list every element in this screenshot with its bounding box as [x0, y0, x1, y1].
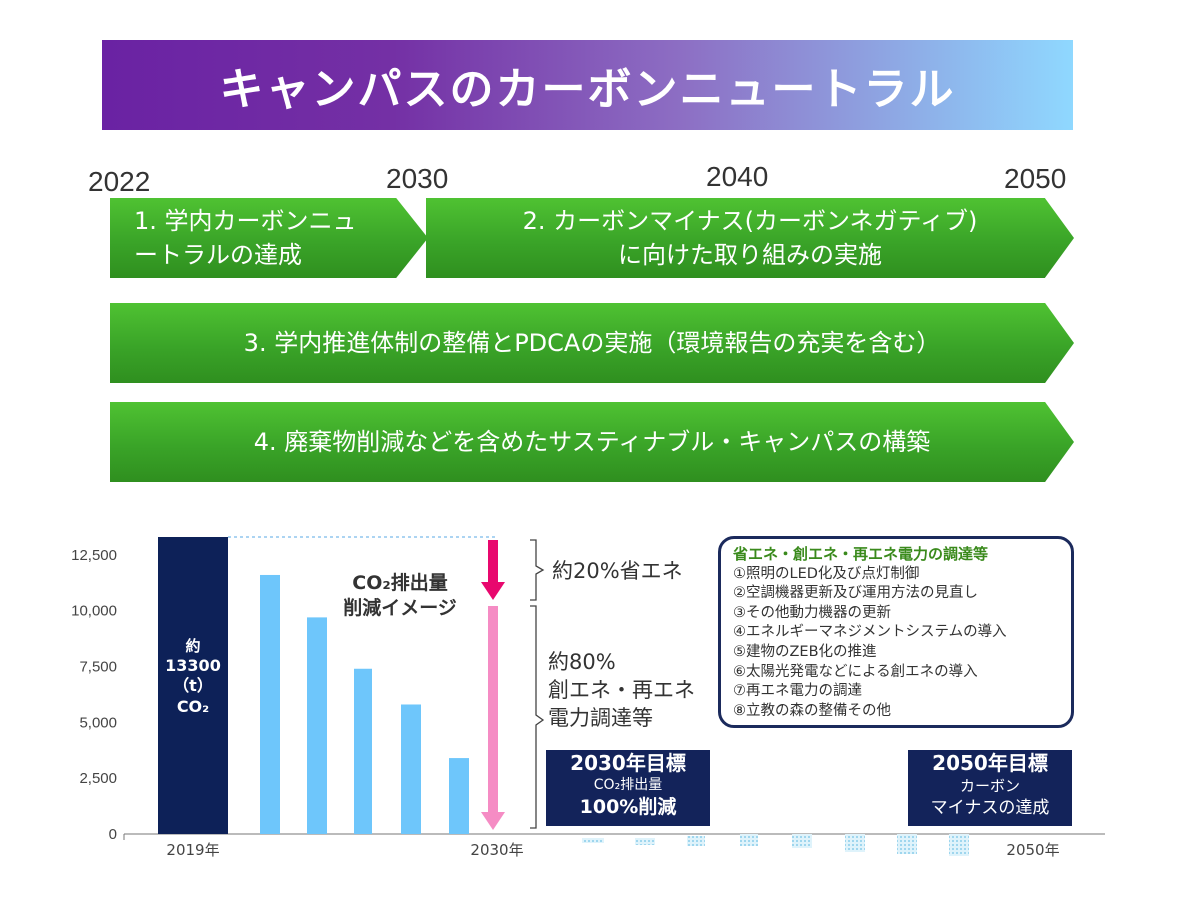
target-2050-box: 2050年目標 カーボン マイナスの達成 — [908, 750, 1072, 826]
baseline-bar-label: 13300 — [165, 656, 221, 675]
measure-item: ⑥太陽光発電などによる創エネの導入 — [733, 663, 978, 680]
chart-annotation: CO₂排出量 — [352, 571, 447, 594]
y-tick-label: 0 — [109, 826, 117, 843]
baseline-bar — [158, 537, 228, 834]
measure-item: ④エネルギーマネジメントシステムの導入 — [733, 624, 1007, 641]
baseline-bar-label: CO₂ — [177, 697, 209, 716]
arrow-4-line-1: 4. 廃棄物削減などを含めたサスティナブル・キャンパスの構築 — [253, 428, 931, 456]
target-2030-line-3: 100%削減 — [579, 796, 677, 818]
projection-bar — [449, 758, 469, 834]
future-projection-mark — [845, 834, 865, 852]
y-tick-label: 10,000 — [71, 603, 117, 620]
future-projection-mark — [897, 834, 917, 854]
chart-annotation: 削減イメージ — [343, 596, 457, 619]
future-projection-mark — [792, 834, 812, 848]
arrow-1-line-2: ートラルの達成 — [134, 241, 302, 269]
arrow-2-line-2: に向けた取り組みの実施 — [617, 241, 882, 269]
projection-bar — [354, 668, 372, 834]
reduction-label-2-line-1: 約80% — [548, 650, 616, 674]
timeline-arrow-2: 2. カーボンマイナス(カーボンネガティブ) に向けた取り組みの実施 — [426, 198, 1074, 278]
future-projection-mark — [635, 838, 655, 845]
x-label-2019: 2019年 — [166, 841, 219, 859]
y-tick-label: 7,500 — [79, 659, 117, 676]
target-2030-box: 2030年目標 CO₂排出量 100%削減 — [546, 750, 710, 826]
arrow-1-line-1: 1. 学内カーボンニュ — [134, 207, 357, 235]
target-2050-title: 2050年目標 — [932, 751, 1048, 775]
title-banner: キャンパスのカーボンニュートラル — [102, 40, 1073, 130]
target-2050-line-3: マイナスの達成 — [930, 798, 1050, 818]
measure-item: ②空調機器更新及び運用方法の見直し — [733, 585, 978, 602]
projection-bar — [260, 574, 280, 834]
x-label-2030: 2030年 — [470, 841, 523, 859]
reduction-label-2: 約80% 創エネ・再エネ 電力調達等 — [548, 648, 695, 732]
arrow-3-line-1: 3. 学内推進体制の整備とPDCAの実施（環境報告の充実を含む） — [243, 329, 941, 357]
year-2050: 2050 — [1004, 163, 1067, 194]
timeline-arrow-1: 1. 学内カーボンニュ ートラルの達成 — [110, 198, 428, 278]
y-tick-label: 2,500 — [79, 770, 117, 787]
brace-80 — [530, 605, 545, 829]
baseline-bar-label: 約 — [185, 637, 200, 655]
x-label-2050: 2050年 — [1006, 841, 1059, 859]
reduction-arrowhead-20 — [481, 582, 505, 600]
future-projection-mark — [582, 838, 604, 843]
measure-item: ⑤建物のZEB化の推進 — [733, 643, 877, 660]
future-projection-mark — [740, 834, 758, 846]
reduction-label-2-line-3: 電力調達等 — [548, 706, 653, 730]
measure-item: ⑧立教の森の整備その他 — [733, 702, 891, 719]
timeline-arrow-3: 3. 学内推進体制の整備とPDCAの実施（環境報告の充実を含む） — [110, 303, 1074, 383]
y-tick-label: 5,000 — [79, 714, 117, 731]
y-tick-label: 12,500 — [71, 547, 117, 564]
target-2050-line-2: カーボン — [959, 777, 1020, 795]
projection-bar — [307, 617, 327, 834]
reduction-arrowhead-80 — [481, 812, 505, 830]
year-2022: 2022 — [88, 166, 151, 197]
measure-item: ③その他動力機器の更新 — [733, 604, 891, 621]
page-title: キャンパスのカーボンニュートラル — [219, 64, 956, 115]
reduction-label-1: 約20%省エネ — [552, 559, 683, 583]
future-projection-mark — [687, 836, 705, 846]
arrow-2-line-1: 2. カーボンマイナス(カーボンネガティブ) — [522, 207, 978, 235]
projection-bar — [401, 704, 421, 834]
target-2030-line-2: CO₂排出量 — [593, 777, 663, 793]
year-2040: 2040 — [706, 161, 769, 192]
future-projection-mark — [949, 834, 969, 856]
brace-20 — [530, 539, 545, 601]
target-2030-title: 2030年目標 — [570, 751, 686, 775]
measures-title: 省エネ・創エネ・再エネ電力の調達等 — [733, 545, 989, 563]
reduction-label-2-line-2: 創エネ・再エネ — [548, 678, 695, 702]
measure-item: ①照明のLED化及び点灯制御 — [733, 565, 920, 582]
reduction-arrow-20 — [488, 540, 498, 584]
year-2030: 2030 — [386, 163, 449, 194]
measure-item: ⑦再エネ電力の調達 — [733, 683, 862, 700]
reduction-arrow-80 — [488, 606, 498, 814]
timeline-arrow-4: 4. 廃棄物削減などを含めたサスティナブル・キャンパスの構築 — [110, 402, 1074, 482]
measures-box: 省エネ・創エネ・再エネ電力の調達等 ①照明のLED化及び点灯制御 ②空調機器更新… — [718, 536, 1074, 728]
baseline-bar-label: （t） — [173, 676, 213, 695]
